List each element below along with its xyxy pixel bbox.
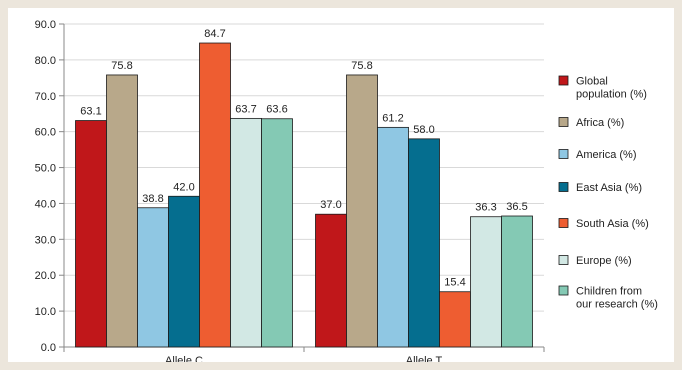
y-tick-label: 50.0	[35, 163, 56, 175]
legend-label: South Asia (%)	[576, 218, 649, 230]
bar	[261, 118, 293, 348]
x-category-label: Allele C	[165, 355, 203, 362]
x-category-label: Allele T	[406, 355, 443, 362]
legend-swatch	[558, 285, 569, 296]
legend-swatch	[558, 75, 569, 86]
y-tick-label: 80.0	[35, 55, 56, 67]
bar	[439, 291, 471, 348]
data-label: 15.4	[444, 277, 465, 289]
data-label: 63.1	[80, 106, 101, 118]
data-label: 36.3	[475, 202, 496, 214]
data-label: 38.8	[142, 193, 163, 205]
y-tick-label: 10.0	[35, 306, 56, 318]
legend-label: Children from	[576, 286, 642, 298]
data-label: 63.7	[235, 103, 256, 115]
y-tick-label: 40.0	[35, 198, 56, 210]
bar	[137, 207, 169, 348]
bar	[501, 215, 533, 348]
bar	[168, 195, 200, 348]
legend-label: population (%)	[576, 89, 647, 101]
bar	[75, 120, 107, 348]
data-label: 84.7	[204, 28, 225, 40]
bar	[199, 42, 231, 348]
y-tick-label: 30.0	[35, 234, 56, 246]
legend-label: America (%)	[576, 149, 637, 161]
data-label: 75.8	[111, 60, 132, 72]
data-label: 42.0	[173, 181, 194, 193]
legend-label: Europe (%)	[576, 255, 632, 267]
data-label: 75.8	[351, 60, 372, 72]
bar	[106, 74, 138, 348]
legend-label: East Asia (%)	[576, 182, 642, 194]
y-tick-label: 70.0	[35, 91, 56, 103]
bar	[408, 138, 440, 348]
bar	[315, 213, 347, 348]
bar	[230, 117, 262, 348]
y-tick-label: 90.0	[35, 19, 56, 31]
y-tick-label: 20.0	[35, 270, 56, 282]
data-label: 61.2	[382, 112, 403, 124]
y-tick-label: 0.0	[41, 342, 56, 354]
y-tick-label: 60.0	[35, 127, 56, 139]
legend-label: Africa (%)	[576, 117, 624, 129]
data-label: 36.5	[506, 201, 527, 213]
legend-label: our research (%)	[576, 299, 658, 311]
legend-swatch	[558, 149, 569, 159]
bar	[346, 74, 378, 348]
legend-swatch	[558, 255, 569, 265]
bar	[377, 126, 409, 348]
data-label: 58.0	[413, 124, 434, 136]
legend-swatch	[558, 117, 569, 127]
bar	[470, 216, 502, 348]
legend-swatch	[558, 182, 569, 192]
legend-swatch	[558, 218, 569, 228]
bar-chart: 0.0 10.0 20.0 30.0 40.0 50.0 60.0 70.0 80.0 90.0 6…	[35, 19, 658, 362]
chart-frame: 0.0 10.0 20.0 30.0 40.0 50.0 60.0 70.0 80.0 90.0 6…	[8, 8, 674, 362]
data-label: 63.6	[266, 104, 287, 116]
legend-label: Global	[576, 76, 608, 88]
data-label: 37.0	[320, 199, 341, 211]
